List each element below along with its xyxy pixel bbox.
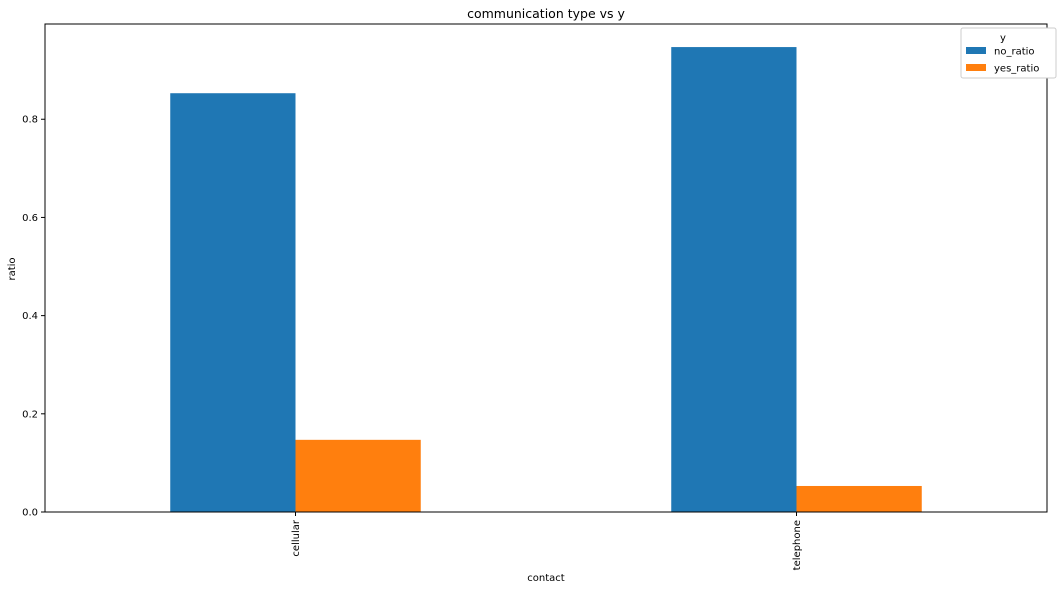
x-tick-label: cellular <box>291 519 302 556</box>
legend-swatch-no_ratio <box>966 47 986 54</box>
x-axis-label: contact <box>527 573 565 584</box>
y-axis-label: ratio <box>7 257 18 280</box>
bar-no_ratio-cellular <box>170 93 296 512</box>
plot-frame <box>44 23 1048 513</box>
y-axis: 0.0 0.2 0.4 0.6 0.8 <box>22 115 45 519</box>
legend-label-yes_ratio: yes_ratio <box>994 64 1039 75</box>
x-axis: cellular telephone <box>291 512 803 570</box>
x-tick-label: telephone <box>792 520 803 570</box>
y-tick-label: 0.4 <box>22 311 38 322</box>
bar-yes_ratio-cellular <box>295 439 421 512</box>
bar-no_ratio-telephone <box>671 47 797 512</box>
legend-title: y <box>1000 33 1006 44</box>
plot-area <box>44 23 1048 513</box>
bar-yes_ratio-telephone <box>796 485 922 512</box>
y-tick-label: 0.8 <box>22 115 38 126</box>
chart-title: communication type vs y <box>467 6 625 21</box>
y-tick-label: 0.6 <box>22 213 38 224</box>
y-tick-label: 0.0 <box>22 508 38 519</box>
y-tick-label: 0.2 <box>22 409 38 420</box>
legend: y no_ratio yes_ratio <box>960 27 1057 79</box>
legend-label-no_ratio: no_ratio <box>994 47 1035 58</box>
legend-swatch-yes_ratio <box>966 64 986 71</box>
